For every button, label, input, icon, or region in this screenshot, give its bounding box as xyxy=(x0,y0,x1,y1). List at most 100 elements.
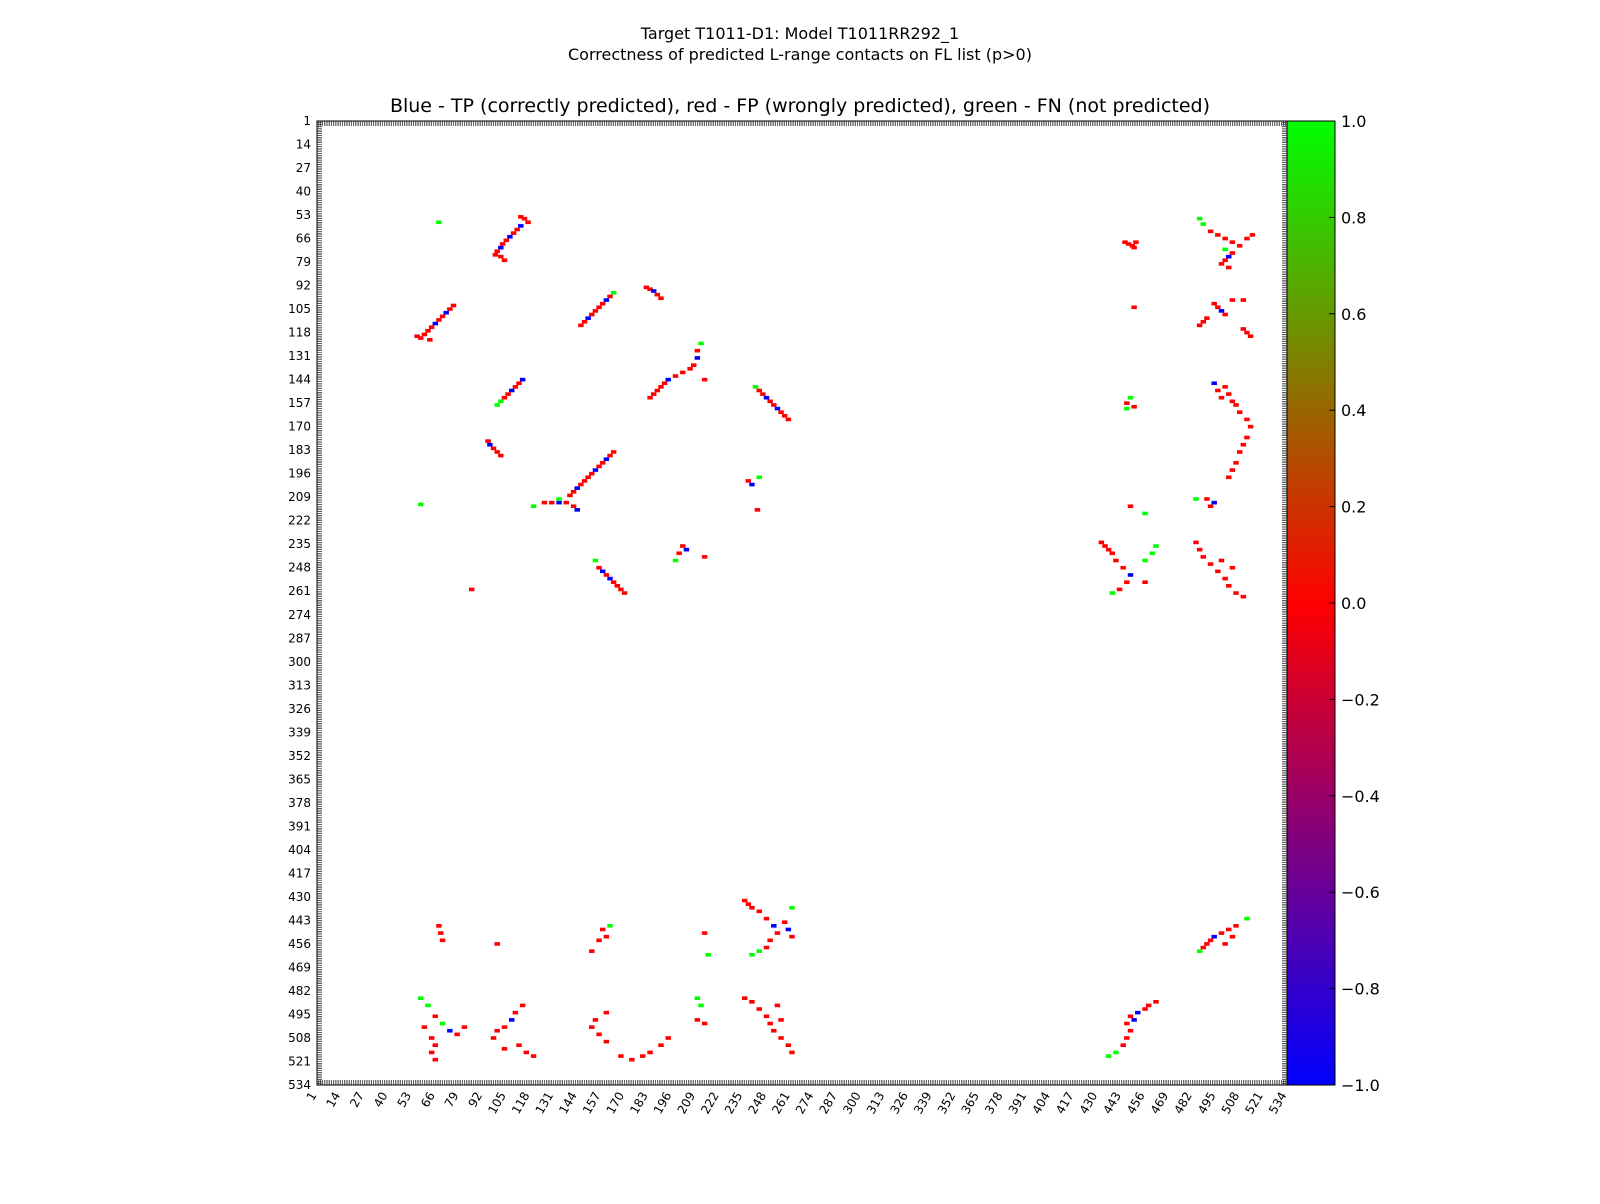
contact-cell xyxy=(1109,551,1116,556)
contact-cell xyxy=(468,587,475,592)
colorbar-tick-label: 0.6 xyxy=(1341,305,1366,324)
contact-cell xyxy=(1193,540,1199,545)
contact-cell xyxy=(1105,1054,1112,1058)
contact-cell xyxy=(603,1010,610,1015)
y-tick-label: 261 xyxy=(288,584,311,598)
contact-cell xyxy=(603,457,610,462)
contact-cell xyxy=(438,931,444,935)
colorbar-tick-label: 0.0 xyxy=(1341,594,1366,613)
contact-cell xyxy=(1236,450,1243,454)
contact-cell xyxy=(499,242,506,246)
contact-cell xyxy=(701,1021,708,1026)
x-tick-label: 209 xyxy=(675,1090,699,1117)
contact-cell xyxy=(599,927,606,932)
x-tick-label: 196 xyxy=(651,1090,675,1117)
x-tick-labels: 1 14 27 40 53 66 79 92 105 118 131 144 157 170 183 196 2… xyxy=(304,1090,1290,1117)
contact-cell xyxy=(749,905,755,910)
y-tick-label: 1 xyxy=(303,114,311,128)
contact-cell xyxy=(767,1021,773,1026)
contact-cell xyxy=(432,1057,439,1062)
contact-cell xyxy=(432,1014,439,1019)
contact-cell xyxy=(487,442,493,447)
x-tick-label: 105 xyxy=(485,1090,509,1117)
contact-cell xyxy=(672,558,679,563)
contact-cell xyxy=(756,475,762,480)
contact-cell xyxy=(614,584,621,588)
contact-cell xyxy=(1142,1007,1148,1011)
contact-cell xyxy=(1200,319,1207,324)
contact-cell xyxy=(687,366,693,371)
x-tick-label: 40 xyxy=(371,1090,391,1110)
y-tick-label: 482 xyxy=(288,984,311,998)
contact-cell xyxy=(578,323,584,328)
contact-cell xyxy=(661,381,668,386)
contact-cell xyxy=(603,298,610,302)
contact-cell xyxy=(1215,569,1221,574)
contact-cell xyxy=(705,952,712,957)
y-tick-label: 430 xyxy=(288,890,311,904)
contact-cell xyxy=(756,949,762,953)
contact-cell xyxy=(1149,551,1156,556)
contact-cell xyxy=(778,1036,784,1040)
contact-cell xyxy=(603,934,610,939)
contact-cell xyxy=(1127,573,1134,577)
contact-cell xyxy=(1142,558,1148,563)
x-tick-label: 1 xyxy=(304,1090,320,1104)
colorbar-tick-label: −0.2 xyxy=(1341,690,1380,709)
contact-cell xyxy=(1196,547,1203,552)
contact-cell xyxy=(658,296,664,301)
y-tick-label: 391 xyxy=(288,819,311,833)
contact-cell xyxy=(643,285,650,290)
contact-cell xyxy=(439,938,446,943)
contact-cell xyxy=(1247,334,1254,339)
contact-cell xyxy=(1222,385,1228,389)
contact-cell xyxy=(658,1043,664,1048)
contact-cell xyxy=(1233,403,1239,407)
contact-cell xyxy=(454,1032,460,1037)
contact-cell xyxy=(1229,565,1236,570)
contact-cell xyxy=(1142,511,1148,516)
contact-cell xyxy=(1102,544,1108,548)
contact-cell xyxy=(1226,584,1232,588)
contact-cell xyxy=(589,312,595,317)
contact-cell xyxy=(1124,580,1130,585)
contact-cell xyxy=(1125,242,1132,246)
contact-cell xyxy=(1127,395,1134,400)
contact-cell xyxy=(607,453,613,458)
colorbar-tick-label: −0.8 xyxy=(1341,980,1380,999)
contact-cell xyxy=(1153,999,1159,1004)
y-tick-label: 495 xyxy=(288,1007,311,1021)
contact-cell xyxy=(1124,1021,1130,1026)
contact-cell xyxy=(774,406,781,411)
x-tick-label: 261 xyxy=(769,1090,793,1117)
contact-cell xyxy=(665,377,671,382)
contact-cell xyxy=(494,249,500,254)
contact-cell xyxy=(585,475,591,480)
y-tick-label: 209 xyxy=(288,490,311,504)
contact-cell xyxy=(1131,1018,1137,1022)
contact-cell xyxy=(592,1018,599,1022)
contact-cell xyxy=(1113,1050,1119,1055)
y-tick-label: 508 xyxy=(288,1031,311,1045)
contact-cell xyxy=(581,319,588,324)
contact-cell xyxy=(745,479,752,483)
contact-cell xyxy=(683,547,690,552)
contact-cell xyxy=(1229,399,1236,404)
contact-cell xyxy=(749,952,755,957)
x-tick-label: 430 xyxy=(1077,1090,1101,1117)
contact-cell xyxy=(1196,949,1203,953)
contact-cell xyxy=(610,450,617,454)
contact-cell xyxy=(599,461,606,465)
contact-cell xyxy=(672,374,679,378)
contact-cell xyxy=(756,909,762,914)
x-tick-label: 248 xyxy=(746,1090,770,1117)
x-tick-label: 157 xyxy=(580,1090,604,1117)
contact-cell xyxy=(698,341,704,346)
contact-cell xyxy=(1200,555,1207,559)
contact-cell xyxy=(490,1036,497,1040)
y-tick-label: 79 xyxy=(296,255,311,269)
y-tick-label: 118 xyxy=(288,326,311,340)
contact-cell xyxy=(1131,305,1137,310)
contact-cell xyxy=(556,500,562,505)
x-tick-label: 144 xyxy=(556,1090,580,1117)
